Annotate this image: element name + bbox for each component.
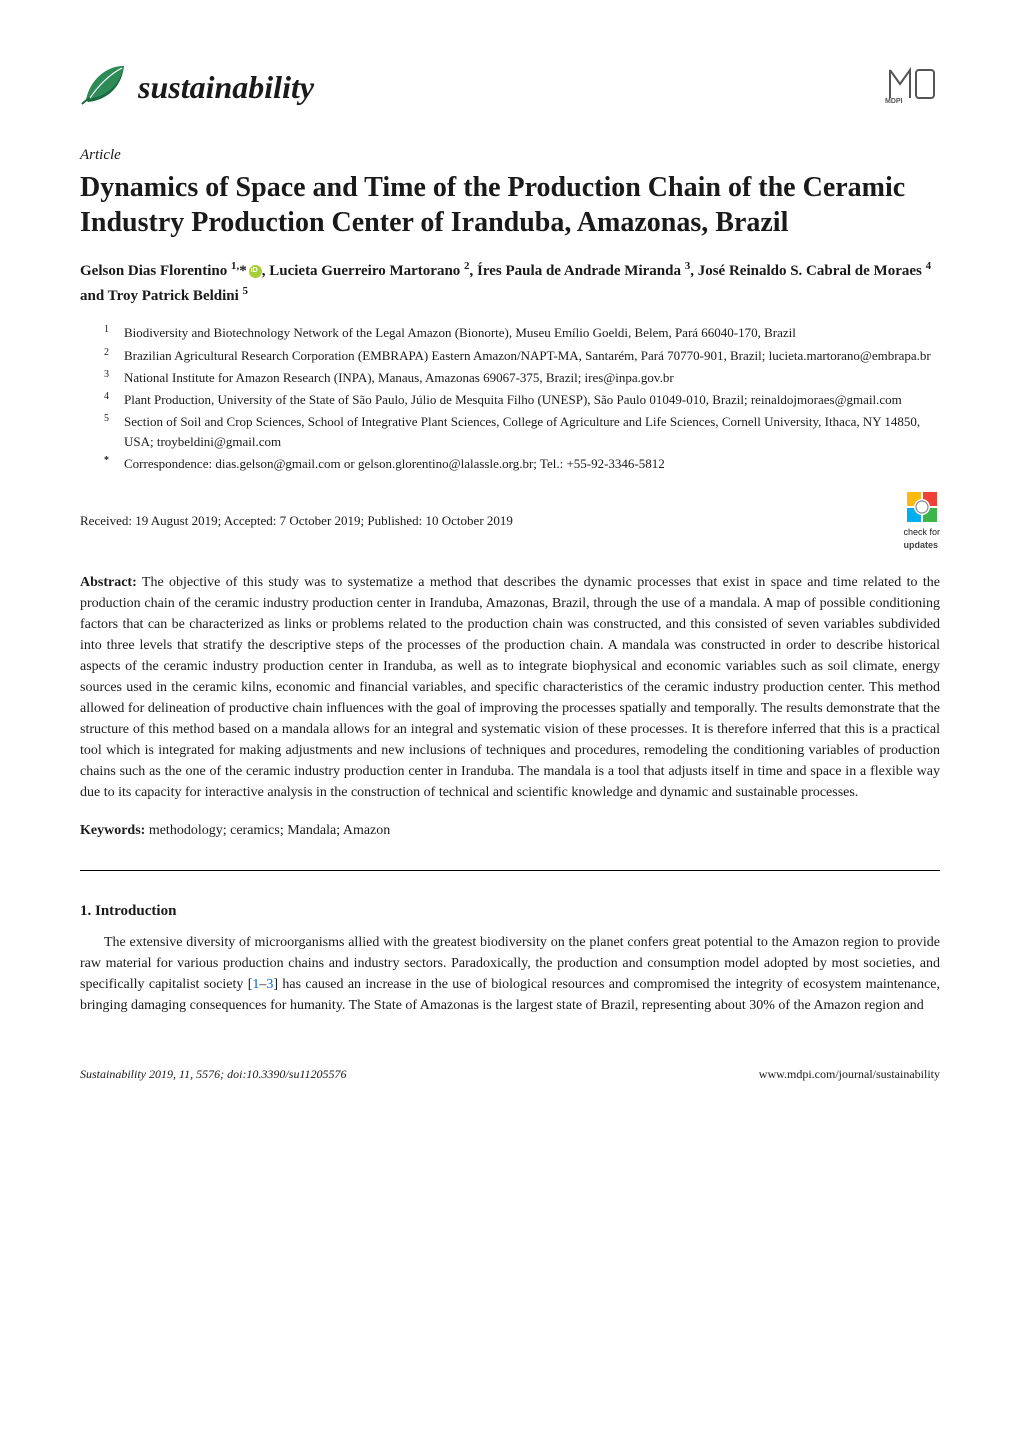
author: Lucieta Guerreiro Martorano 2 <box>269 263 469 279</box>
crossmark-icon <box>905 490 939 524</box>
leaf-icon <box>80 60 128 115</box>
affiliation-num: 2 <box>104 345 114 365</box>
keywords: Keywords: methodology; ceramics; Mandala… <box>80 821 940 841</box>
abstract-text: The objective of this study was to syste… <box>80 575 940 800</box>
author: Íres Paula de Andrade Miranda 3 <box>477 263 690 279</box>
affiliation-row: * Correspondence: dias.gelson@gmail.com … <box>104 454 940 474</box>
abstract-label: Abstract: <box>80 575 137 590</box>
affiliation-text: National Institute for Amazon Research (… <box>124 368 940 388</box>
affiliation-text: Plant Production, University of the Stat… <box>124 390 940 410</box>
affiliation-text: Correspondence: dias.gelson@gmail.com or… <box>124 454 940 474</box>
journal-name: sustainability <box>138 65 314 110</box>
affiliation-num: * <box>104 453 114 473</box>
page-footer: Sustainability 2019, 11, 5576; doi:10.33… <box>80 1066 940 1083</box>
affiliation-text: Biodiversity and Biotechnology Network o… <box>124 323 940 343</box>
abstract: Abstract: The objective of this study wa… <box>80 572 940 803</box>
footer-citation: Sustainability 2019, 11, 5576; doi:10.33… <box>80 1066 347 1083</box>
author: Gelson Dias Florentino 1,* <box>80 263 247 279</box>
article-title: Dynamics of Space and Time of the Produc… <box>80 170 940 240</box>
affiliation-row: 4 Plant Production, University of the St… <box>104 390 940 410</box>
mdpi-logo-icon: MDPI <box>880 64 940 111</box>
keywords-label: Keywords: <box>80 823 145 838</box>
affiliation-num: 4 <box>104 389 114 409</box>
affiliation-row: 1 Biodiversity and Biotechnology Network… <box>104 323 940 343</box>
orcid-icon <box>249 265 262 278</box>
header-row: sustainability MDPI <box>80 60 940 115</box>
affiliation-num: 5 <box>104 411 114 451</box>
section-heading: 1. Introduction <box>80 901 940 922</box>
dates-row: Received: 19 August 2019; Accepted: 7 Oc… <box>80 490 940 551</box>
body-paragraph: The extensive diversity of microorganism… <box>80 932 940 1016</box>
author-sep: , <box>690 263 698 279</box>
authors-line: Gelson Dias Florentino 1,*, Lucieta Guer… <box>80 258 940 307</box>
article-type: Article <box>80 145 940 166</box>
affiliation-row: 2 Brazilian Agricultural Research Corpor… <box>104 346 940 366</box>
affiliation-num: 3 <box>104 367 114 387</box>
svg-text:MDPI: MDPI <box>885 98 903 104</box>
affiliation-row: 5 Section of Soil and Crop Sciences, Sch… <box>104 412 940 452</box>
section-divider <box>80 870 940 871</box>
author: José Reinaldo S. Cabral de Moraes 4 <box>698 263 931 279</box>
affiliation-text: Brazilian Agricultural Research Corporat… <box>124 346 940 366</box>
affiliations: 1 Biodiversity and Biotechnology Network… <box>80 323 940 474</box>
author-sep: , <box>470 263 478 279</box>
author: Troy Patrick Beldini 5 <box>108 288 248 304</box>
affiliation-num: 1 <box>104 322 114 342</box>
author-sep: and <box>80 288 108 304</box>
check-updates-text: check for updates <box>903 526 940 551</box>
affiliation-text: Section of Soil and Crop Sciences, Schoo… <box>124 412 940 452</box>
affiliation-row: 3 National Institute for Amazon Research… <box>104 368 940 388</box>
check-for-updates-badge[interactable]: check for updates <box>903 490 940 551</box>
journal-brand: sustainability <box>80 60 314 115</box>
keywords-text: methodology; ceramics; Mandala; Amazon <box>149 823 390 838</box>
footer-journal-url: www.mdpi.com/journal/sustainability <box>759 1066 940 1083</box>
article-dates: Received: 19 August 2019; Accepted: 7 Oc… <box>80 512 513 530</box>
